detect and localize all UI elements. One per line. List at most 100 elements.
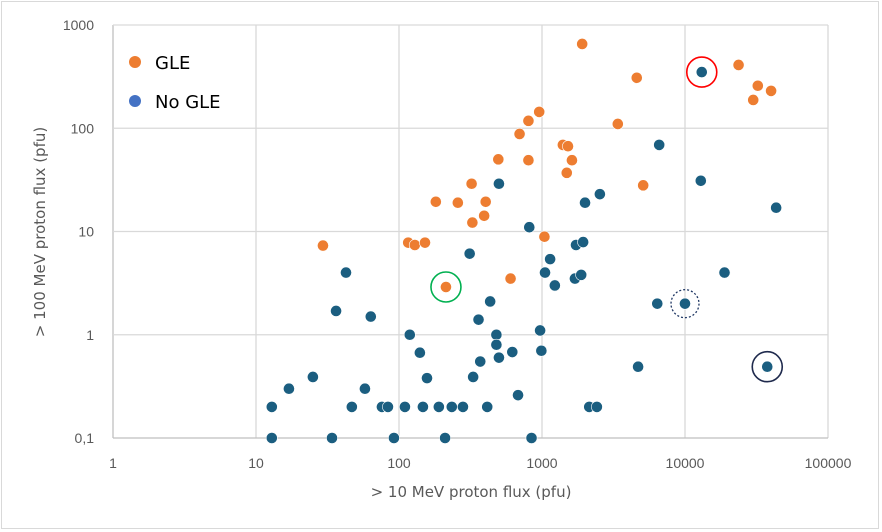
data-point [590,401,603,413]
data-point [534,324,547,337]
data-point [539,266,551,279]
data-point [403,328,416,341]
gridlines [112,24,829,439]
x-axis-ticks: 1 10 100 1000 10000 100000 [109,455,851,471]
data-point [479,195,492,208]
data-point [651,297,664,310]
data-point [465,177,478,190]
data-point [761,360,774,373]
data-point [490,328,503,341]
data-point [466,216,479,229]
series-no-gle [265,66,783,444]
data-point [679,297,691,310]
data-point [562,140,574,153]
y-tick-label: 1 [86,327,94,343]
data-point [575,268,588,281]
data-point [747,94,760,106]
data-point [504,272,517,285]
data-point [421,372,433,385]
data-point [340,266,352,279]
annotations [430,56,784,383]
data-point [283,382,295,395]
data-point [630,71,643,84]
data-point [382,401,394,413]
data-point [408,239,421,251]
data-point [548,279,561,292]
data-point [330,305,342,317]
legend-marker-no-gle [129,95,141,107]
data-point [695,66,708,78]
data-point [439,432,451,444]
data-point [432,401,445,413]
y-axis-ticks: 0,1 1 10 100 1000 [63,17,94,446]
data-point [637,179,650,192]
y-tick-label: 100 [71,120,95,136]
data-point [484,295,497,308]
data-point [770,201,783,214]
data-point [765,85,777,97]
data-point [579,196,591,209]
legend-label-no-gle: No GLE [155,92,221,113]
data-point [388,432,400,444]
data-point [493,351,505,364]
data-point [317,239,329,252]
data-point [492,153,505,166]
data-point [472,313,485,326]
data-point [467,371,480,383]
annotation-circle [430,271,462,303]
data-point [419,236,431,249]
data-point [506,346,519,358]
x-tick-label: 100000 [805,455,852,471]
data-point [523,221,536,234]
legend-marker-gle [129,56,141,68]
data-point [718,266,731,279]
data-point [364,310,377,323]
y-tick-label: 10 [78,224,94,240]
x-tick-label: 100 [387,455,411,471]
data-point [457,401,469,413]
data-point [417,401,429,413]
x-tick-label: 10000 [666,455,705,471]
data-point [533,105,546,118]
data-point [611,118,624,130]
y-tick-label: 0,1 [75,430,95,446]
annotation-circle [751,350,784,383]
data-point [512,389,524,402]
data-point [632,360,645,373]
data-point [751,79,764,92]
x-tick-label: 1000 [526,455,557,471]
data-point [522,114,535,127]
data-point [525,432,538,444]
data-point [577,236,590,248]
data-points [265,38,783,444]
data-point [307,371,319,383]
data-point [513,128,526,140]
data-point [413,346,426,359]
annotation-circle [670,289,700,319]
x-tick-label: 10 [248,455,264,471]
annotation-circle [685,56,718,88]
x-axis-title: > 10 MeV proton flux (pfu) [371,483,572,501]
data-point [544,253,557,266]
data-point [593,188,606,201]
data-point [326,432,338,444]
data-point [653,138,666,151]
data-point [359,382,371,395]
data-point [560,166,573,179]
data-point [345,401,358,413]
data-point [490,338,503,351]
data-point [493,177,505,190]
x-tick-label: 1 [109,455,117,471]
data-point [399,401,411,413]
data-point [538,230,551,243]
y-tick-label: 1000 [63,17,94,33]
data-point [576,38,589,50]
data-point [732,59,745,71]
data-point [474,355,487,368]
data-point [445,401,458,413]
data-point [440,281,452,293]
y-axis-title: > 100 MeV proton flux (pfu) [31,127,49,337]
data-point [478,209,491,222]
data-point [463,247,476,260]
